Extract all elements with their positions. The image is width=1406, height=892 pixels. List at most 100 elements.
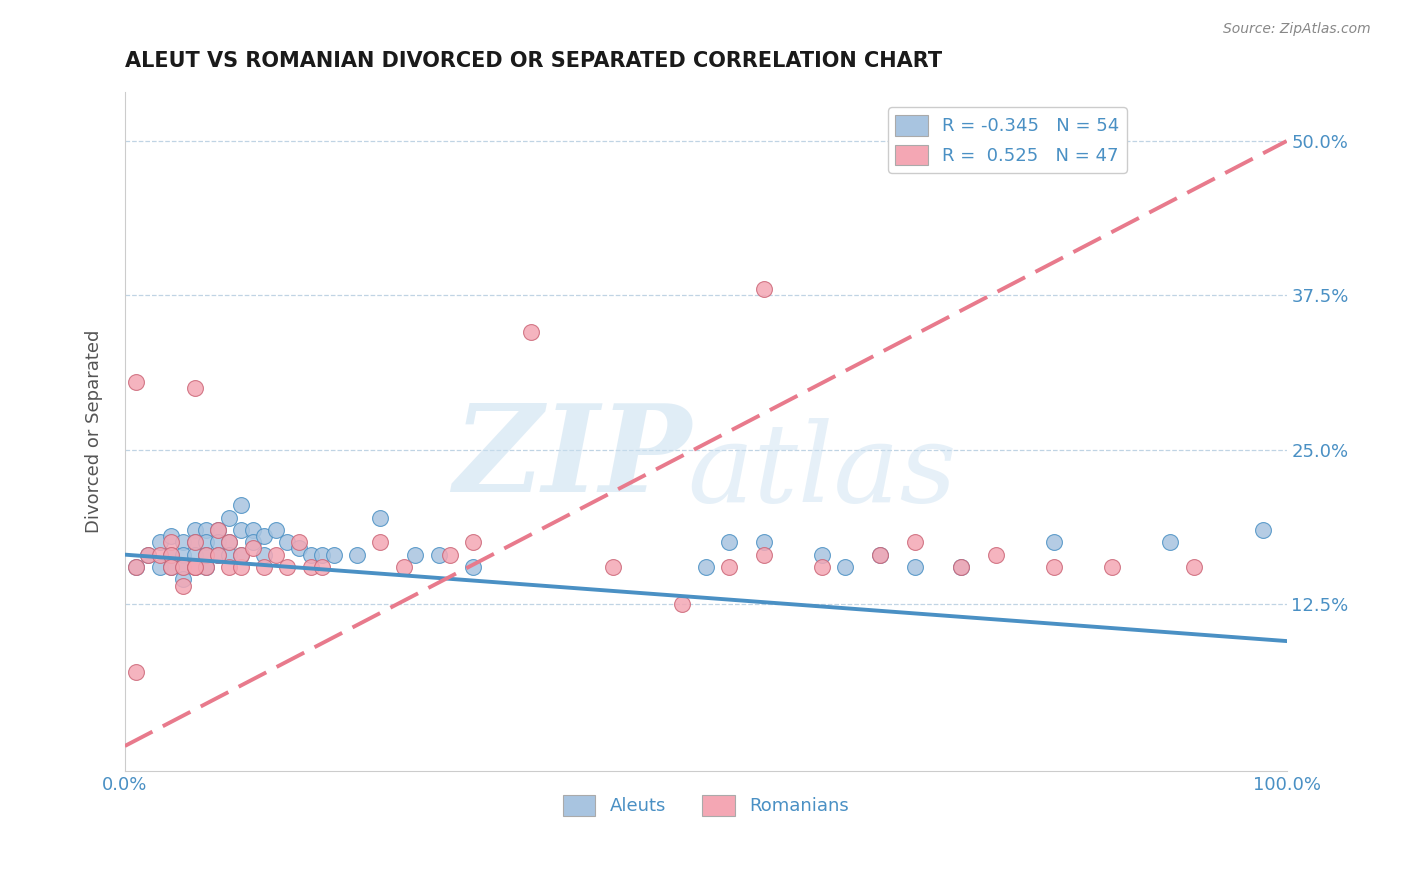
Point [869, 548, 891, 562]
Point [276, 560, 298, 574]
Point [160, 548, 183, 562]
Point [229, 498, 252, 512]
Point [869, 548, 891, 562]
Point [904, 535, 927, 549]
Point [149, 560, 172, 574]
Point [1253, 523, 1275, 537]
Point [172, 535, 194, 549]
Point [136, 548, 159, 562]
Point [218, 548, 240, 562]
Point [183, 535, 205, 549]
Point [752, 548, 775, 562]
Point [311, 560, 333, 574]
Point [183, 381, 205, 395]
Point [439, 548, 461, 562]
Point [811, 560, 834, 574]
Point [207, 548, 229, 562]
Point [183, 560, 205, 574]
Point [264, 548, 287, 562]
Point [717, 560, 740, 574]
Point [125, 665, 148, 679]
Point [149, 548, 172, 562]
Point [195, 548, 218, 562]
Point [183, 535, 205, 549]
Point [1043, 535, 1066, 549]
Point [323, 548, 346, 562]
Point [160, 548, 183, 562]
Point [276, 535, 298, 549]
Point [207, 548, 229, 562]
Point [172, 572, 194, 586]
Point [195, 535, 218, 549]
Point [229, 560, 252, 574]
Y-axis label: Divorced or Separated: Divorced or Separated [86, 329, 103, 533]
Text: ALEUT VS ROMANIAN DIVORCED OR SEPARATED CORRELATION CHART: ALEUT VS ROMANIAN DIVORCED OR SEPARATED … [125, 51, 942, 70]
Point [299, 560, 322, 574]
Point [288, 541, 311, 556]
Point [125, 560, 148, 574]
Text: Source: ZipAtlas.com: Source: ZipAtlas.com [1223, 22, 1371, 37]
Point [671, 597, 693, 611]
Point [752, 282, 775, 296]
Point [207, 523, 229, 537]
Point [950, 560, 973, 574]
Point [752, 535, 775, 549]
Point [392, 560, 415, 574]
Point [125, 375, 148, 389]
Point [299, 548, 322, 562]
Point [463, 535, 485, 549]
Point [288, 535, 311, 549]
Point [1043, 560, 1066, 574]
Point [229, 548, 252, 562]
Point [520, 326, 543, 340]
Point [195, 548, 218, 562]
Point [160, 560, 183, 574]
Point [695, 560, 717, 574]
Legend: Aleuts, Romanians: Aleuts, Romanians [555, 788, 856, 822]
Point [346, 548, 368, 562]
Point [370, 535, 392, 549]
Point [125, 560, 148, 574]
Point [195, 560, 218, 574]
Point [463, 560, 485, 574]
Point [253, 560, 276, 574]
Point [264, 523, 287, 537]
Point [207, 535, 229, 549]
Text: atlas: atlas [688, 418, 956, 525]
Point [218, 510, 240, 524]
Point [207, 523, 229, 537]
Point [242, 535, 264, 549]
Point [717, 535, 740, 549]
Point [253, 548, 276, 562]
Point [229, 523, 252, 537]
Point [183, 523, 205, 537]
Point [984, 548, 1007, 562]
Point [183, 548, 205, 562]
Point [160, 535, 183, 549]
Point [1182, 560, 1205, 574]
Point [160, 529, 183, 543]
Point [370, 510, 392, 524]
Point [183, 560, 205, 574]
Point [1101, 560, 1123, 574]
Point [602, 560, 624, 574]
Point [149, 535, 172, 549]
Point [172, 548, 194, 562]
Point [183, 560, 205, 574]
Point [811, 548, 834, 562]
Point [172, 560, 194, 574]
Point [229, 548, 252, 562]
Point [427, 548, 450, 562]
Point [218, 535, 240, 549]
Point [195, 523, 218, 537]
Point [218, 535, 240, 549]
Point [195, 560, 218, 574]
Point [834, 560, 856, 574]
Point [242, 541, 264, 556]
Point [136, 548, 159, 562]
Point [311, 548, 333, 562]
Point [172, 578, 194, 592]
Point [160, 560, 183, 574]
Point [218, 560, 240, 574]
Point [172, 560, 194, 574]
